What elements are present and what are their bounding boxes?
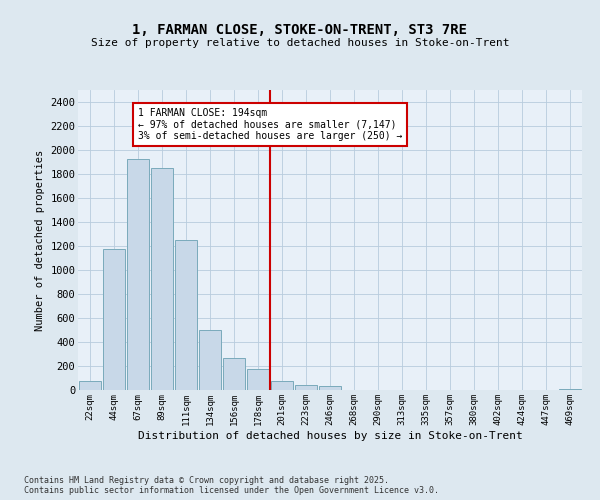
Text: 1, FARMAN CLOSE, STOKE-ON-TRENT, ST3 7RE: 1, FARMAN CLOSE, STOKE-ON-TRENT, ST3 7RE xyxy=(133,22,467,36)
Bar xyxy=(271,381,293,390)
Bar xyxy=(199,330,221,390)
Bar xyxy=(295,385,317,390)
Text: Contains HM Land Registry data © Crown copyright and database right 2025.
Contai: Contains HM Land Registry data © Crown c… xyxy=(24,476,439,495)
Bar xyxy=(319,386,341,390)
X-axis label: Distribution of detached houses by size in Stoke-on-Trent: Distribution of detached houses by size … xyxy=(137,430,523,440)
Bar xyxy=(127,159,149,390)
Bar xyxy=(103,249,125,390)
Bar xyxy=(247,369,269,390)
Bar xyxy=(223,358,245,390)
Bar xyxy=(79,381,101,390)
Text: 1 FARMAN CLOSE: 194sqm
← 97% of detached houses are smaller (7,147)
3% of semi-d: 1 FARMAN CLOSE: 194sqm ← 97% of detached… xyxy=(138,108,403,141)
Bar xyxy=(559,389,581,390)
Y-axis label: Number of detached properties: Number of detached properties xyxy=(35,150,44,330)
Text: Size of property relative to detached houses in Stoke-on-Trent: Size of property relative to detached ho… xyxy=(91,38,509,48)
Bar xyxy=(175,240,197,390)
Bar xyxy=(151,168,173,390)
